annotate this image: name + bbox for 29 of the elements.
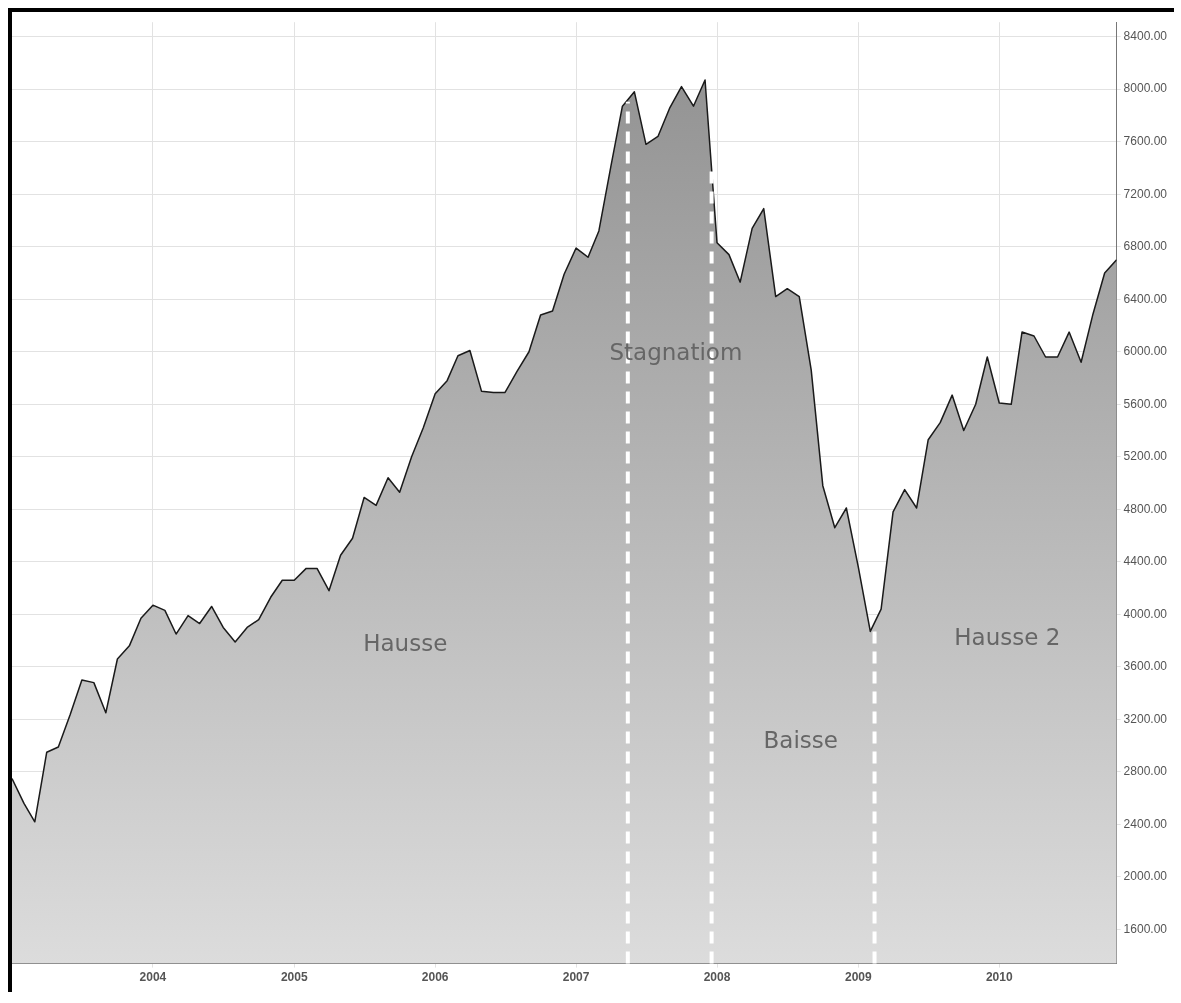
y-tick-label: 3600.00	[1123, 659, 1168, 674]
y-tick-label: 3200.00	[1123, 711, 1168, 726]
y-tick-label: 4000.00	[1123, 606, 1168, 621]
annotation: Baisse	[763, 727, 838, 754]
y-tick-label: 5200.00	[1123, 449, 1168, 464]
y-tick-label: 7200.00	[1123, 186, 1168, 201]
y-tick-label: 8000.00	[1123, 81, 1168, 96]
y-tick-label: 5600.00	[1123, 396, 1168, 411]
y-tick-label: 7600.00	[1123, 133, 1168, 148]
x-tick-label: 2007	[562, 970, 590, 985]
y-tick-label: 4800.00	[1123, 501, 1168, 516]
x-tick-label: 2005	[280, 970, 308, 985]
y-tick-label: 2800.00	[1123, 764, 1168, 779]
x-tick-label: 2009	[844, 970, 872, 985]
x-tick-label: 2010	[985, 970, 1013, 985]
y-tick-label: 8400.00	[1123, 28, 1168, 43]
y-tick-label: 4400.00	[1123, 554, 1168, 569]
x-tick-label: 2008	[703, 970, 731, 985]
y-tick-label: 6400.00	[1123, 291, 1168, 306]
x-tick-label: 2006	[421, 970, 449, 985]
y-tick-label: 6000.00	[1123, 344, 1168, 359]
y-tick-label: 2400.00	[1123, 816, 1168, 831]
x-tick-label: 2004	[139, 970, 167, 985]
annotation: Stagnatiom	[609, 338, 743, 365]
y-tick-label: 2000.00	[1123, 869, 1168, 884]
y-tick-label: 1600.00	[1123, 921, 1168, 936]
annotation: Hausse 2	[954, 623, 1061, 650]
y-tick-label: 6800.00	[1123, 239, 1168, 254]
annotation: Hausse	[363, 630, 448, 657]
